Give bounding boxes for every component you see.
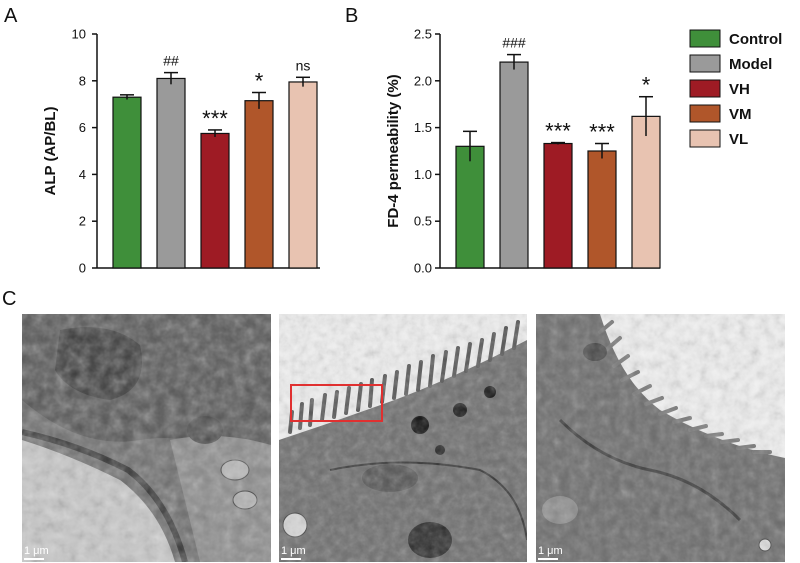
fd4-tick-label: 0.0 [414,261,432,276]
fd4-bar-model [499,61,529,269]
fd4-significance-model: ### [502,35,526,51]
fd4-bar-vl [631,115,661,269]
panel-label-b: B [345,5,358,27]
legend-label-vm: VM [729,106,752,123]
alp-tick-label: 8 [79,73,86,88]
alp-tick-label: 0 [79,261,86,276]
alp-tick-label: 6 [79,120,86,135]
alp-y-axis-title: ALP (AP/BL) [42,107,59,196]
fd4-bar-control [455,145,485,269]
scale-label-2: 1 μm [281,545,306,557]
scale-label-1: 1 μm [24,545,49,557]
fd4-significance-vh: *** [545,119,571,144]
legend-swatch-vh [689,79,721,98]
alp-significance-vl: ns [296,57,311,73]
alp-bar-vl [288,81,318,269]
legend-label-vl: VL [729,131,748,148]
legend-swatch-vl [689,129,721,148]
scale-bar-1: 1 μm [24,545,49,560]
legend-label-model: Model [729,56,772,73]
alp-tick-label: 10 [72,27,86,42]
panel-label-a: A [4,5,18,27]
scale-bar-2: 1 μm [281,545,306,560]
alp-significance-model: ## [163,53,179,69]
alp-bar-control [112,96,142,269]
legend: Control Model VH VM VL [689,29,782,148]
fd4-bar-vm [587,150,617,269]
alp-tick-label: 2 [79,214,86,229]
legend-swatch-vm [689,104,721,123]
alp-tick-label: 4 [79,167,86,182]
fd4-significance-vm: *** [589,120,615,145]
micrograph-2 [279,314,527,562]
fd4-tick-label: 2.5 [414,27,432,42]
panel-label-c: C [2,288,16,310]
legend-label-control: Control [729,31,782,48]
micrograph-1 [22,314,271,562]
legend-label-vh: VH [729,81,750,98]
alp-significance-vm: * [255,69,264,94]
fd4-significance-vl: * [642,73,651,98]
alp-bar-vm [244,100,274,269]
fd4-tick-label: 1.0 [414,167,432,182]
highlight-box [290,384,383,422]
fd4-y-axis-title: FD-4 permeability (%) [385,74,402,227]
scale-label-3: 1 μm [538,545,563,557]
alp-significance-vh: *** [202,106,228,131]
alp-bar-vh [200,132,230,269]
scale-bar-3: 1 μm [538,545,563,560]
fd4-bar-vh [543,142,573,269]
fd4-tick-label: 0.5 [414,214,432,229]
legend-swatch-model [689,54,721,73]
alp-bar-model [156,77,186,269]
fd4-tick-label: 1.5 [414,120,432,135]
fd4-tick-label: 2.0 [414,73,432,88]
legend-swatch-control [689,29,721,48]
micrograph-3 [536,314,785,562]
chart-fd4-permeability: 0.0 0.5 1.0 1.5 2.0 2.5 FD-4 permeability (%) #… [385,27,661,276]
